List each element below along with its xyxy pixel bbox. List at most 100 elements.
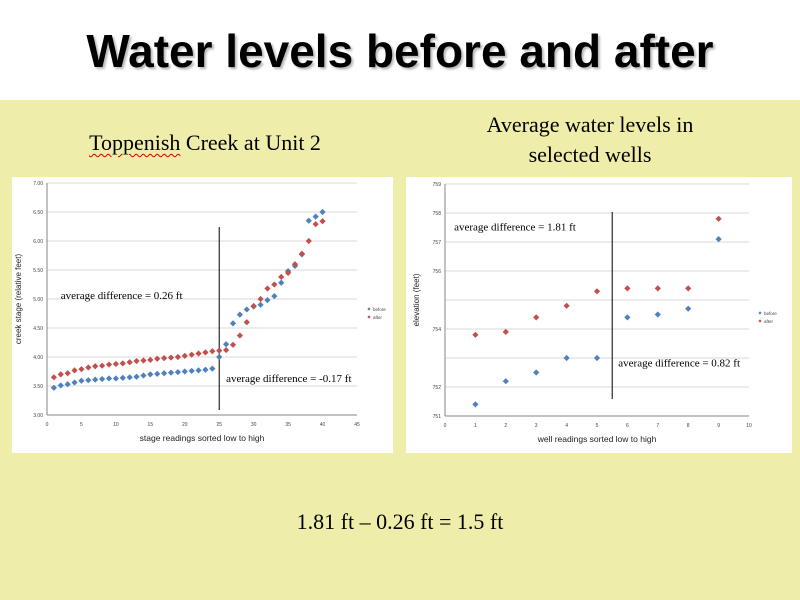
y-tick-label: 4.00 — [33, 355, 43, 361]
data-point-before — [502, 378, 509, 385]
y-tick-label: 3.00 — [33, 413, 43, 419]
data-point-after — [78, 366, 85, 373]
data-point-after — [147, 356, 154, 363]
x-axis-label: well readings sorted low to high — [537, 434, 657, 444]
data-point-before — [715, 236, 722, 243]
data-point-before — [305, 217, 312, 224]
data-point-before — [685, 305, 692, 312]
data-point-after — [119, 360, 126, 367]
legend-marker-after — [758, 319, 762, 323]
data-point-after — [236, 332, 243, 339]
legend-marker-before — [367, 307, 371, 311]
data-point-before — [236, 311, 243, 318]
data-point-after — [85, 364, 92, 371]
average-difference-annotation: average difference = 0.82 ft — [618, 358, 740, 370]
data-point-before — [133, 373, 140, 380]
data-point-before — [195, 367, 202, 374]
data-point-after — [133, 357, 140, 365]
right-chart-heading-line2: selected wells — [528, 142, 652, 167]
data-point-after — [257, 295, 264, 303]
y-tick-label: 758 — [433, 211, 442, 217]
spellcheck-word: Toppenish — [89, 130, 181, 155]
data-point-after — [298, 250, 305, 257]
data-point-after — [563, 302, 570, 309]
x-axis-label: stage readings sorted low to high — [140, 433, 265, 443]
data-point-after — [50, 374, 57, 381]
data-point-before — [174, 368, 181, 376]
data-point-before — [654, 311, 661, 318]
x-tick-label: 45 — [354, 422, 360, 428]
data-point-after — [71, 367, 78, 374]
legend-label-before: before — [373, 307, 386, 312]
left-chart-heading: Toppenish Creek at Unit 2 — [20, 128, 390, 158]
data-point-after — [312, 221, 319, 228]
x-tick-label: 30 — [251, 422, 257, 428]
data-point-before — [223, 341, 230, 348]
average-difference-annotation: average difference = 0.26 ft — [61, 290, 183, 302]
data-point-before — [271, 293, 278, 300]
x-tick-label: 40 — [320, 422, 326, 428]
well-elevation-chart: 751 752 754 756 757 758 759 0 1 2 3 4 5 6 7 8 9 10 well re… — [406, 177, 792, 453]
data-point-after — [112, 360, 119, 368]
data-point-before — [99, 375, 106, 383]
data-point-after — [181, 352, 188, 359]
average-difference-annotation: average difference = 1.81 ft — [454, 221, 576, 233]
x-tick-label: 3 — [535, 423, 538, 429]
x-tick-label: 1 — [474, 423, 477, 429]
data-point-after — [278, 273, 285, 281]
data-point-before — [593, 354, 601, 362]
y-tick-label: 5.50 — [33, 268, 43, 274]
data-point-after — [685, 285, 692, 292]
data-point-before — [154, 370, 161, 377]
data-point-after — [216, 347, 223, 354]
creek-stage-chart: 3.00 3.50 4.00 4.50 5.00 5.50 6.00 6.50 7.00 0 5 10… — [12, 177, 393, 453]
x-tick-label: 2 — [504, 423, 507, 429]
data-point-after — [167, 354, 175, 361]
data-point-after — [223, 346, 230, 354]
y-tick-label: 7.00 — [33, 181, 43, 187]
x-tick-label: 7 — [656, 423, 659, 429]
x-tick-label: 20 — [182, 422, 188, 428]
data-point-after — [472, 331, 479, 338]
data-point-after — [285, 269, 292, 276]
data-point-after — [57, 371, 64, 378]
data-point-after — [195, 350, 202, 357]
data-point-after — [654, 285, 661, 292]
data-point-before — [472, 401, 479, 408]
left-chart-heading-rest: Creek at Unit 2 — [180, 130, 321, 155]
data-point-before — [229, 320, 237, 327]
legend-label-after: after — [373, 315, 383, 320]
data-point-after — [533, 314, 540, 321]
data-point-before — [278, 279, 285, 286]
data-point-after — [250, 302, 257, 310]
difference-equation: 1.81 ft – 0.26 ft = 1.5 ft — [296, 509, 504, 534]
data-point-before — [181, 368, 188, 375]
data-point-after — [154, 355, 161, 362]
y-tick-label: 3.50 — [33, 384, 43, 390]
data-point-after — [174, 353, 181, 361]
data-point-after — [271, 281, 278, 288]
y-tick-label: 4.50 — [33, 326, 43, 332]
data-point-before — [243, 306, 250, 313]
x-tick-label: 10 — [113, 422, 119, 428]
data-point-before — [85, 377, 92, 384]
legend-label-before: before — [764, 311, 777, 316]
data-point-after — [715, 215, 722, 222]
y-tick-label: 757 — [433, 240, 442, 246]
data-point-after — [243, 319, 250, 326]
data-point-after — [64, 370, 71, 377]
x-tick-label: 0 — [444, 423, 447, 429]
data-point-after — [264, 285, 271, 292]
legend-marker-after — [367, 315, 371, 319]
x-tick-label: 5 — [80, 422, 83, 428]
legend-label-after: after — [764, 319, 774, 324]
y-tick-label: 752 — [433, 385, 442, 391]
data-point-before — [119, 374, 126, 381]
data-point-before — [533, 369, 540, 376]
right-chart-heading: Average water levels in selected wells — [410, 110, 770, 170]
data-point-after — [291, 261, 299, 268]
data-point-before — [50, 384, 57, 391]
data-point-before — [319, 208, 326, 216]
data-point-before — [126, 374, 133, 381]
x-tick-label: 25 — [216, 422, 222, 428]
